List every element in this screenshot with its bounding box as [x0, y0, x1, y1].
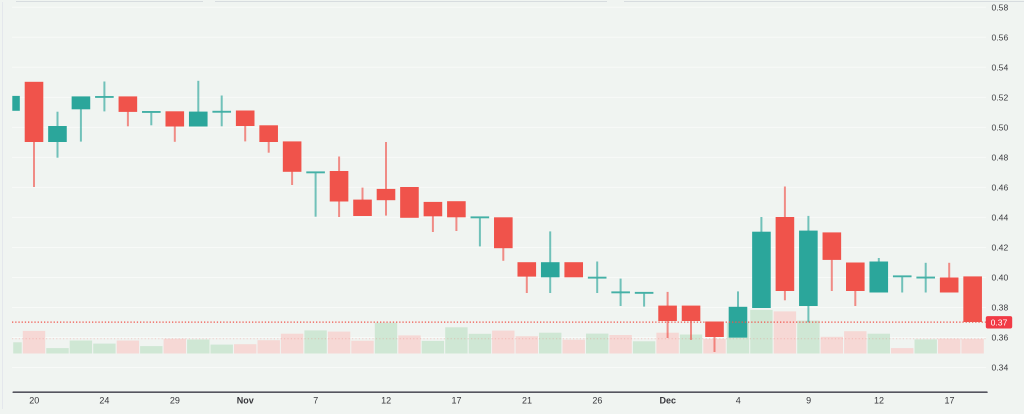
svg-text:7: 7: [313, 396, 318, 406]
svg-text:0.56: 0.56: [992, 33, 1009, 43]
svg-text:0.52: 0.52: [992, 93, 1009, 103]
svg-text:0.46: 0.46: [992, 183, 1009, 193]
svg-text:0.36: 0.36: [992, 333, 1009, 343]
svg-text:0.54: 0.54: [992, 63, 1009, 73]
svg-text:12: 12: [874, 396, 884, 406]
svg-text:Dec: Dec: [660, 396, 677, 406]
svg-text:21: 21: [522, 396, 532, 406]
svg-text:0.50: 0.50: [992, 123, 1009, 133]
svg-text:4: 4: [736, 396, 741, 406]
svg-text:12: 12: [381, 396, 391, 406]
svg-text:0.38: 0.38: [992, 303, 1009, 313]
svg-text:29: 29: [170, 396, 180, 406]
svg-text:0.37: 0.37: [991, 318, 1008, 328]
svg-text:26: 26: [592, 396, 602, 406]
svg-text:0.42: 0.42: [992, 243, 1009, 253]
svg-text:Nov: Nov: [237, 396, 254, 406]
svg-text:0.48: 0.48: [992, 153, 1009, 163]
svg-text:17: 17: [944, 396, 954, 406]
svg-text:0.58: 0.58: [992, 3, 1009, 13]
svg-text:24: 24: [99, 396, 109, 406]
svg-text:0.44: 0.44: [992, 213, 1009, 223]
svg-text:0.34: 0.34: [992, 363, 1009, 373]
svg-text:20: 20: [29, 396, 39, 406]
svg-text:17: 17: [451, 396, 461, 406]
svg-text:0.40: 0.40: [992, 273, 1009, 283]
svg-text:9: 9: [806, 396, 811, 406]
